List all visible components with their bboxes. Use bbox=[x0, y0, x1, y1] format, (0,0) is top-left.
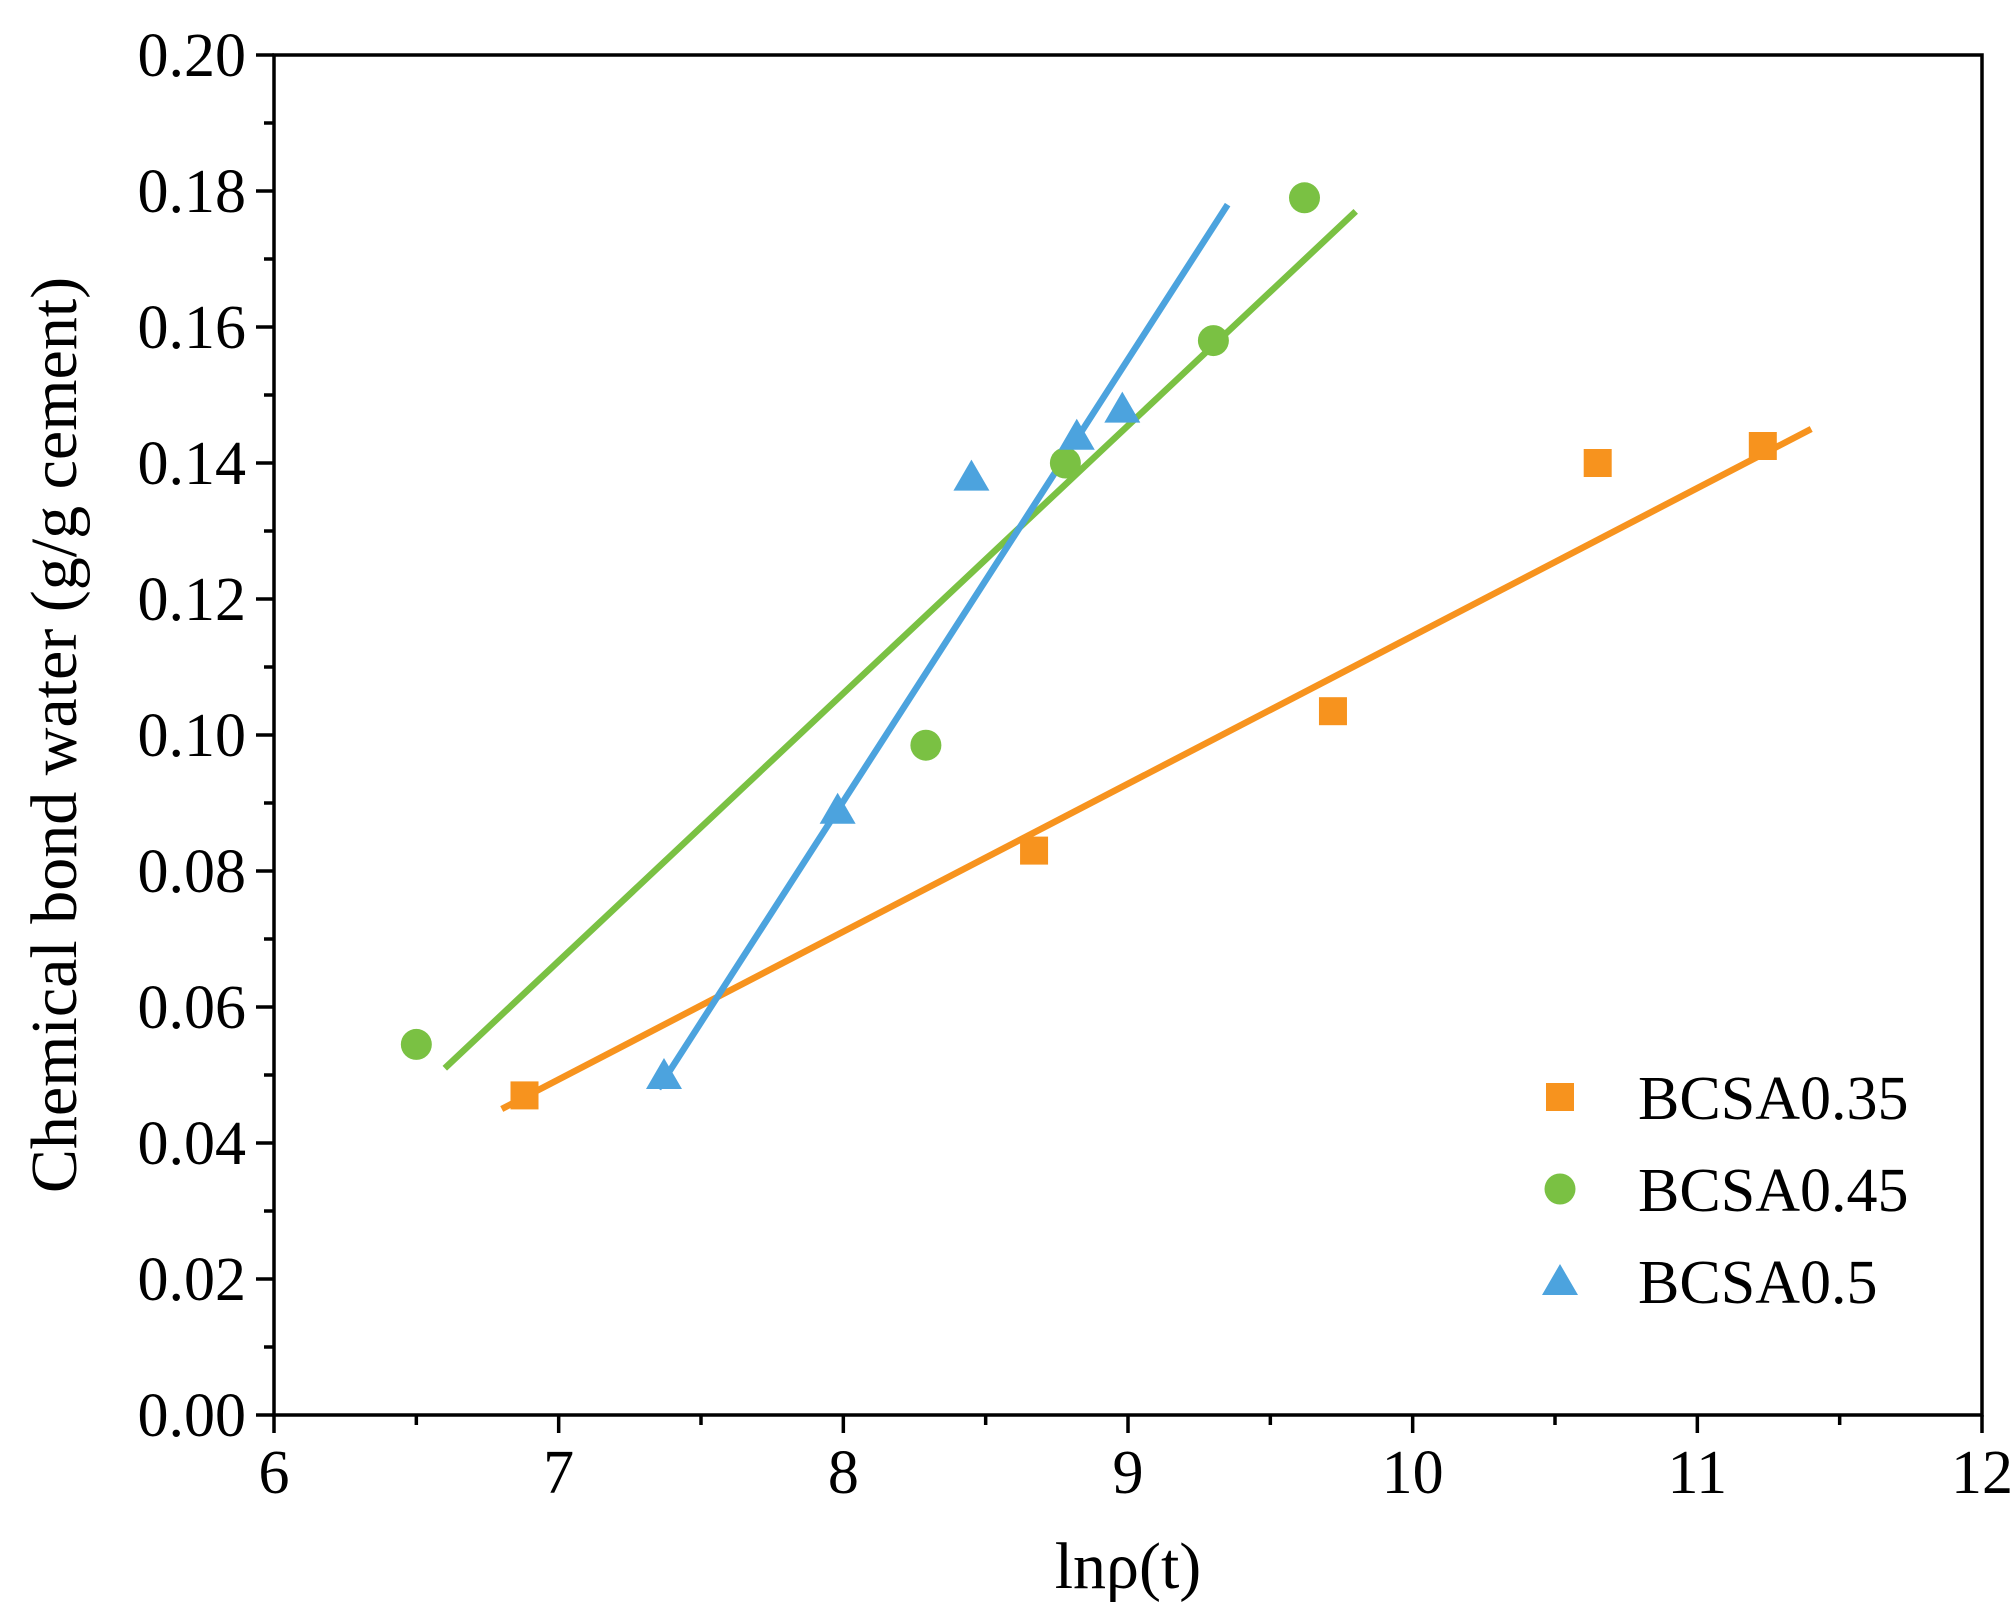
y-tick-label: 0.18 bbox=[138, 158, 247, 226]
data-point-bcsa0-35 bbox=[1020, 836, 1049, 865]
y-tick-label: 0.20 bbox=[138, 22, 247, 90]
data-point-bcsa0-45 bbox=[910, 729, 942, 761]
fit-line-bcsa0-45 bbox=[442, 209, 1358, 1071]
data-point-bcsa0-45 bbox=[1049, 447, 1081, 479]
y-axis-ticks: 0.00 0.02 0.04 0.06 0.08 0.10 0.12 0.14 0.16 0.18… bbox=[138, 22, 274, 1450]
y-tick-label: 0.06 bbox=[138, 974, 247, 1042]
data-point-bcsa0-5 bbox=[1058, 418, 1095, 450]
legend-marker-bcsa0-35 bbox=[1546, 1083, 1574, 1111]
data-point-bcsa0-35 bbox=[510, 1081, 539, 1110]
data-markers bbox=[400, 182, 1777, 1110]
x-tick-label: 10 bbox=[1382, 1439, 1444, 1507]
data-point-bcsa0-35 bbox=[1748, 432, 1777, 460]
y-tick-label: 0.02 bbox=[138, 1246, 247, 1314]
x-tick-label: 6 bbox=[259, 1439, 290, 1507]
legend: BCSA0.35 BCSA0.45 BCSA0.5 bbox=[1542, 1065, 1908, 1317]
legend-label: BCSA0.35 bbox=[1638, 1065, 1908, 1133]
data-point-bcsa0-5 bbox=[645, 1058, 682, 1089]
legend-marker-bcsa0-5 bbox=[1542, 1264, 1578, 1295]
y-tick-label: 0.00 bbox=[138, 1382, 247, 1450]
y-tick-label: 0.04 bbox=[138, 1110, 247, 1178]
data-point-bcsa0-35 bbox=[1318, 697, 1347, 726]
x-axis-ticks: 6 7 8 9 10 11 12 bbox=[259, 1415, 2013, 1507]
y-tick-label: 0.16 bbox=[138, 294, 247, 362]
y-tick-label: 0.10 bbox=[138, 702, 247, 770]
legend-marker-bcsa0-45 bbox=[1544, 1173, 1576, 1205]
y-tick-label: 0.14 bbox=[138, 430, 247, 498]
x-tick-label: 12 bbox=[1951, 1439, 2013, 1507]
data-point-bcsa0-5 bbox=[953, 459, 990, 491]
y-axis-title: Chemical bond water (g/g cement) bbox=[18, 277, 91, 1193]
legend-label: BCSA0.45 bbox=[1638, 1157, 1908, 1225]
y-tick-label: 0.08 bbox=[138, 838, 247, 906]
fit-line-bcsa0-5 bbox=[655, 202, 1231, 1091]
x-tick-label: 11 bbox=[1667, 1439, 1727, 1507]
x-axis-title: lnρ(t) bbox=[1055, 1530, 1202, 1603]
y-tick-label: 0.12 bbox=[138, 566, 247, 634]
data-point-bcsa0-45 bbox=[1288, 182, 1320, 214]
x-tick-label: 7 bbox=[543, 1439, 574, 1507]
x-tick-label: 9 bbox=[1113, 1439, 1144, 1507]
data-point-bcsa0-45 bbox=[400, 1028, 432, 1060]
legend-label: BCSA0.5 bbox=[1638, 1249, 1877, 1317]
data-point-bcsa0-45 bbox=[1197, 325, 1229, 357]
data-point-bcsa0-5 bbox=[1104, 391, 1141, 423]
data-point-bcsa0-35 bbox=[1583, 449, 1612, 477]
x-tick-label: 8 bbox=[828, 1439, 859, 1507]
data-point-bcsa0-5 bbox=[819, 792, 856, 824]
fit-lines bbox=[442, 202, 1813, 1112]
